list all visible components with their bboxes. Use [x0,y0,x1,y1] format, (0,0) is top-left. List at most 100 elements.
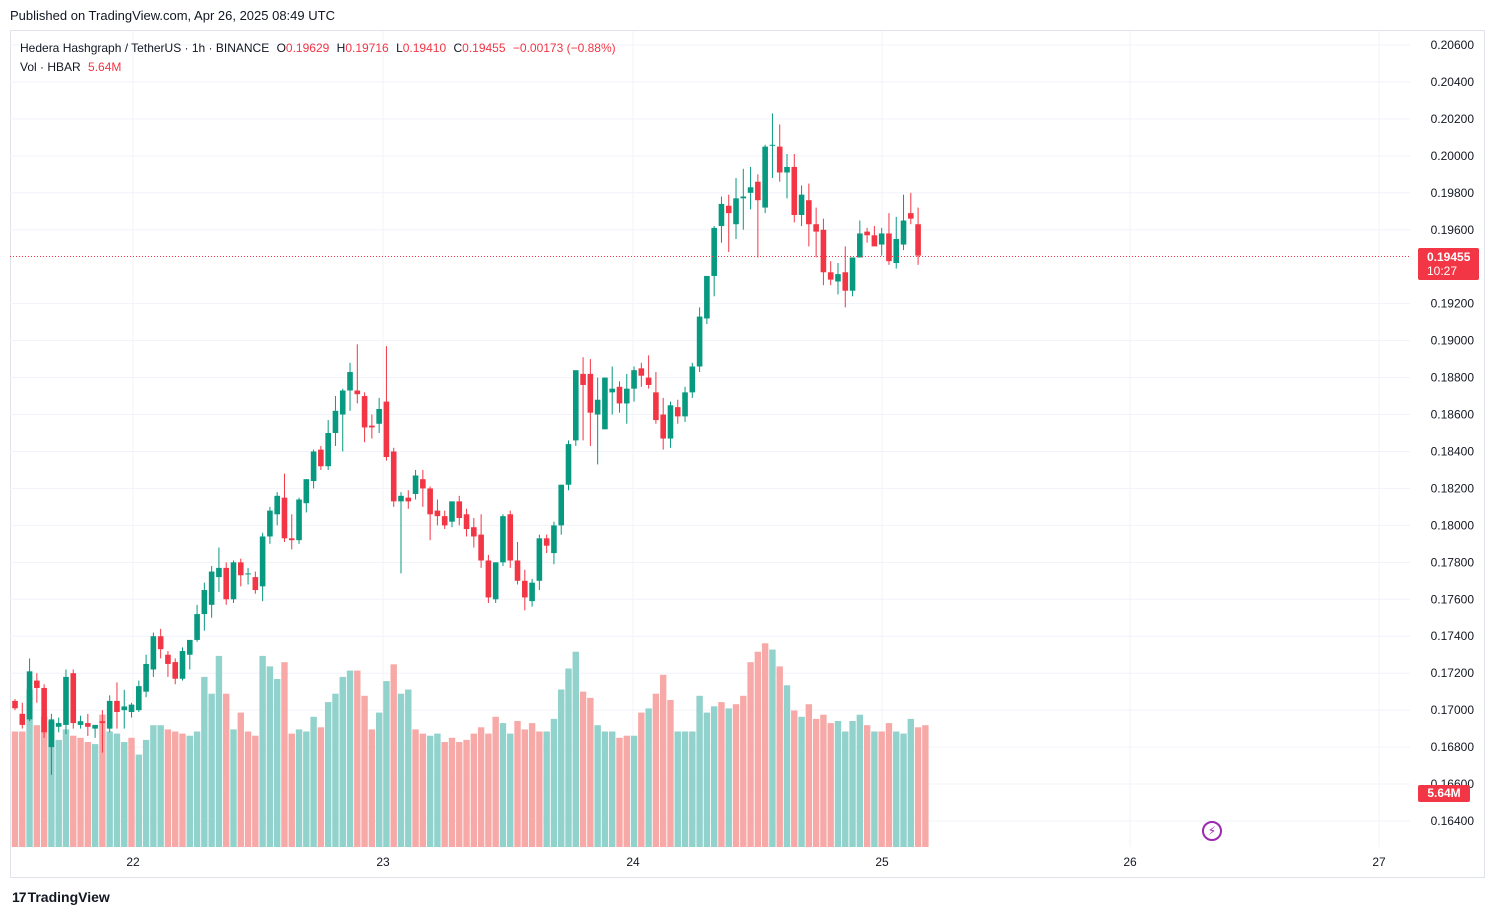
candle-body [186,639,193,655]
volume-bar [324,702,332,847]
volume-bar [288,733,295,847]
candle [412,469,419,500]
candle-body [405,497,412,502]
candle-body [441,516,448,526]
volume-bar [914,727,922,847]
symbol-label[interactable]: Hedera Hashgraph / TetherUS · 1h · BINAN… [20,41,270,55]
candle [711,226,717,297]
candle-body [259,536,266,587]
candle-body [755,181,761,201]
candle [725,194,732,252]
candle-body [871,235,878,247]
price-tick-label: 0.17400 [1431,629,1475,643]
volume-bar [62,729,70,847]
candle [747,166,754,210]
candle [318,445,324,470]
candle [565,440,572,491]
tradingview-logo-icon: 17 [12,889,27,905]
volume-bar [645,708,652,847]
candle-body [245,573,251,575]
volume-bar [405,689,412,847]
volume-bar [426,735,434,847]
candle-body [26,671,33,720]
volume-bar [223,693,230,847]
volume-bar [652,693,660,847]
volume-bar [485,733,492,847]
open-label: O [276,41,286,55]
volume-bar [121,742,128,847]
volume-bar [681,731,689,847]
candle-body [150,636,157,670]
candle [558,484,565,535]
candle-body [77,721,84,725]
candle [194,604,200,642]
volume-bar [871,731,878,847]
price-tick-label: 0.20200 [1431,112,1475,126]
candle [456,495,463,526]
candle-body [194,614,200,640]
chart-frame[interactable] [10,30,1485,878]
candle-body [514,560,521,581]
candle-body [70,673,77,724]
candle-body [616,386,623,404]
volume-bar [587,697,594,847]
volume-bar [434,733,441,847]
volume-bar [215,655,223,847]
candle-body [172,662,179,679]
volume-bar [339,676,346,847]
candle [704,275,710,324]
price-tick-label: 0.20400 [1431,75,1475,89]
candle-body [114,700,120,712]
volume-bar [303,731,310,847]
volume-bar [885,723,893,847]
candle-body [179,651,186,679]
time-tick-label: 23 [376,855,390,869]
volume-bar [820,714,827,847]
tradingview-footer[interactable]: 17 TradingView [12,889,110,905]
volume-bar [463,739,470,847]
last-price-tag: 0.19455 10:27 [1418,248,1479,280]
volume-bar [390,664,397,847]
price-tick-label: 0.16400 [1431,814,1475,828]
candle [835,263,841,295]
volume-bar [521,729,529,847]
volume-bar [565,668,572,847]
candle [864,227,870,243]
candle [645,355,652,389]
candle-body [63,676,69,725]
volume-bar [375,712,383,847]
candle [383,346,390,461]
candle-body [886,233,892,262]
low-value: 0.19410 [402,41,447,55]
candle [449,501,455,528]
price-tick-label: 0.20600 [1431,38,1475,52]
candle-body [798,194,805,215]
candle-body [361,396,368,428]
price-tick-label: 0.20000 [1431,149,1475,163]
volume-bar [550,718,558,847]
candle [507,510,514,568]
candle-body [667,405,674,439]
candle [653,372,659,424]
volume-bar [863,725,871,847]
volume-bar [295,729,303,847]
volume-bar [70,735,77,847]
candle [878,227,885,256]
candle [230,560,237,603]
volume-bar [630,735,638,847]
candle-body [383,401,390,458]
volume-bar [84,742,92,847]
lightning-icon[interactable]: ⚡ [1202,821,1222,841]
candle-body [580,373,586,385]
volume-bar [638,712,645,847]
candle-body [543,538,550,546]
candle [19,702,26,729]
volume-label[interactable]: Vol · HBAR [20,60,81,74]
change-value: −0.00173 (−0.88%) [512,41,616,55]
price-tick-label: 0.18000 [1431,518,1475,532]
volume-bar [543,731,550,847]
volume-bar [798,716,805,847]
close-label: C [453,41,463,55]
candle [150,632,157,677]
